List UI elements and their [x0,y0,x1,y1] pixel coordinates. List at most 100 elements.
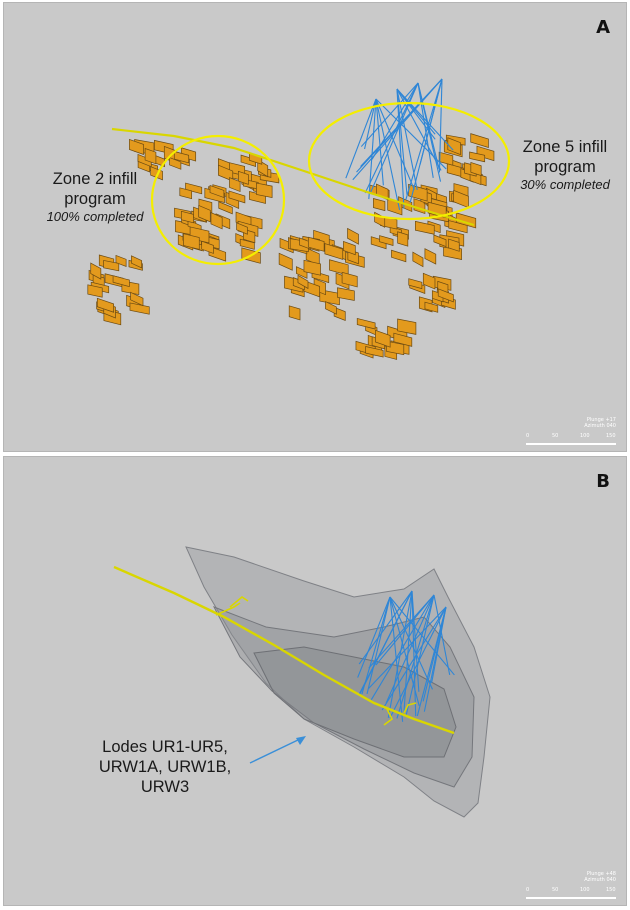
lode-block [185,182,203,195]
lode-block [448,238,460,252]
lode-block [414,220,435,235]
lodes-label: Lodes UR1-UR5, URW1A, URW1B, URW3 [80,737,250,797]
lode-block [343,240,356,256]
drillhole-trace [375,98,401,210]
zone2-highlight-ellipse [150,134,286,266]
lode-block [373,198,386,212]
lode-block [131,255,143,269]
zone5-highlight-ellipse [307,101,511,221]
drillhole-trace [356,78,443,173]
drillhole-trace [358,590,413,665]
lode-block [299,237,312,250]
lode-block [303,259,321,276]
lode-block [103,260,120,272]
inner-lode-wireframe [253,646,457,758]
lode-block [374,211,386,228]
lode-block [229,177,241,193]
lode-block [169,157,182,170]
panel-b-azimuth: Azimuth 040 [584,877,616,883]
drillhole-trace [405,594,435,715]
panel-a-scene [87,78,511,360]
zone5-label: Zone 5 infill program 30% completed [504,137,626,193]
scale-bar-line [526,897,616,899]
lode-block [209,184,225,199]
lodes-pointer-arrow-line [249,738,301,764]
lode-block [180,210,194,224]
lodes-line2: URW1A, URW1B, [98,758,232,777]
drillhole-trace [375,594,435,666]
drillhole-trace [368,594,435,669]
lode-block [433,234,447,248]
lode-block [422,272,436,290]
lode-block [347,227,359,245]
lode-block [365,346,384,358]
lode-block [239,238,255,250]
panel-a-scale-bar: 0 50 100 150 [526,433,616,445]
scale-tick: 100 [580,887,590,893]
lode-block [408,278,423,290]
lode-block [278,252,293,271]
lode-block [201,240,214,254]
zone2-title-line1: Zone 2 infill [52,170,138,188]
drillhole-trace [389,606,447,719]
lode-block [393,332,413,347]
lode-block [307,236,325,252]
lode-block [179,187,193,200]
panel-b-scale-bar: 0 50 100 150 [526,887,616,899]
lode-block [144,148,157,165]
drillhole-trace [385,594,435,704]
lode-block [210,211,223,230]
panel-b-scene [113,546,491,818]
zone2-label: Zone 2 infill program 100% completed [20,169,170,225]
scale-tick: 50 [552,887,559,893]
orebody-lode-blocks [87,133,495,360]
lode-block [412,251,424,268]
drillhole-trace [422,606,447,702]
drillhole-trace [396,88,454,151]
lode-block [397,318,417,335]
drillhole-trace [438,78,443,173]
drillhole-trace [370,594,435,700]
lode-block [375,329,391,348]
lode-block [470,161,482,177]
zone2-title-line2: program [64,190,126,209]
lode-block [115,254,127,267]
lode-block [87,284,103,298]
drillhole-trace [409,78,443,203]
development-drive-line [111,127,475,227]
lode-block [424,301,439,313]
lode-block [437,288,454,303]
lode-block [341,271,358,288]
scale-tick: 50 [552,433,559,439]
lode-block [129,138,144,155]
drillhole-traces-zone5 [345,78,454,210]
scale-tick: 0 [526,887,530,893]
lode-block [173,151,190,164]
drillhole-trace [433,594,451,676]
lode-block [238,170,249,185]
lode-block [386,340,405,356]
lodes-line3: URW3 [140,778,190,797]
panel-a-orientation: Plunge +17 Azimuth 040 [584,417,616,429]
development-side-branches [215,596,417,726]
drillhole-trace [417,82,434,178]
drillhole-traces [357,590,455,722]
lode-block [236,222,248,235]
lode-block [325,300,337,315]
drillhole-trace [405,78,443,200]
lode-block [90,262,102,280]
drillhole-trace [366,596,391,695]
zone2-status: 100% completed [46,209,144,225]
lode-block [424,248,437,265]
lode-block [476,145,495,162]
lode-block [112,275,130,288]
lodes-line1: Lodes UR1-UR5, [102,738,228,756]
drillhole-trace [345,98,377,179]
panel-a-plunge: Plunge +17 [586,417,616,423]
lode-block [337,287,355,301]
scale-tick: 150 [606,433,616,439]
lode-block [198,204,211,223]
lode-block [438,151,454,166]
scale-tick: 150 [606,887,616,893]
panel-a-azimuth: Azimuth 040 [584,423,616,429]
